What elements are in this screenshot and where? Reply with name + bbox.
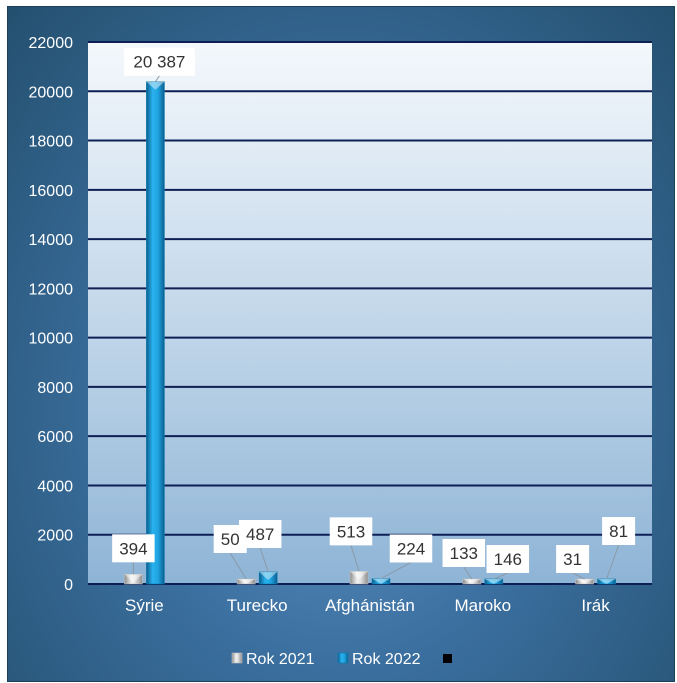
y-tick-label: 10000 [29, 331, 74, 348]
y-tick-label: 4000 [37, 478, 73, 495]
bar-bevel [484, 579, 503, 584]
bar-bevel [597, 579, 616, 584]
data-label: 31 [563, 550, 582, 569]
y-tick-label: 12000 [29, 281, 74, 298]
bar-bevel [575, 579, 594, 584]
label-leader [259, 547, 269, 573]
y-tick-label: 6000 [37, 429, 73, 446]
bar-bevel [259, 572, 278, 581]
data-label-box [602, 517, 636, 545]
data-label-box [123, 47, 195, 76]
bar-bevel [462, 579, 481, 584]
bar-bevel [372, 578, 390, 584]
y-tick-label: 16000 [29, 183, 74, 200]
legend: Rok 2021 Rok 2022 [231, 651, 452, 668]
y-tick-label: 2000 [37, 528, 73, 545]
bar-bevel [237, 579, 256, 584]
data-label: 513 [337, 522, 365, 541]
label-leader [606, 544, 620, 580]
legend-label: Rok 2022 [352, 651, 421, 668]
data-label-box [556, 545, 590, 573]
data-label-box [389, 534, 433, 563]
data-label-box [238, 520, 282, 549]
y-tick-label: 20000 [29, 84, 74, 101]
legend-label: Rok 2021 [246, 651, 315, 668]
y-tick-label: 22000 [29, 35, 74, 52]
x-category-label: Maroko [454, 596, 511, 615]
bar-bevel [350, 571, 368, 580]
bar-bevel [146, 81, 165, 90]
y-tick-label: 8000 [37, 380, 73, 397]
label-leader [229, 552, 247, 580]
x-category-label: Turecko [227, 596, 288, 615]
data-label: 394 [119, 539, 147, 558]
label-leader [380, 562, 412, 579]
legend-swatch [337, 652, 349, 664]
y-tick-label: 18000 [29, 134, 74, 151]
data-label-box [486, 545, 530, 573]
data-label: 20 387 [133, 53, 185, 72]
label-leader [463, 566, 473, 580]
data-label: 146 [494, 550, 522, 569]
label-leader [350, 545, 360, 572]
y-tick-label: 14000 [29, 232, 74, 249]
data-label: 487 [246, 525, 274, 544]
x-category-label: Irák [581, 596, 610, 615]
data-label: 81 [609, 522, 628, 541]
data-label: 224 [397, 539, 425, 558]
data-label: 50 [221, 530, 240, 549]
label-leader [572, 572, 585, 580]
data-label-box [329, 517, 373, 546]
label-leader [493, 572, 508, 580]
bar-rok-2022 [146, 81, 165, 585]
legend-swatch [231, 652, 243, 664]
x-category-label: Afghánistán [325, 596, 415, 615]
data-label-box [442, 539, 486, 567]
plot-area [88, 42, 652, 584]
data-label-box [112, 534, 155, 563]
bar-bevel [124, 574, 143, 583]
label-leader [154, 75, 160, 83]
x-category-label: Sýrie [125, 596, 164, 615]
legend-swatch-unnamed [443, 654, 452, 663]
data-label: 133 [450, 544, 478, 563]
y-tick-label: 0 [64, 577, 73, 594]
